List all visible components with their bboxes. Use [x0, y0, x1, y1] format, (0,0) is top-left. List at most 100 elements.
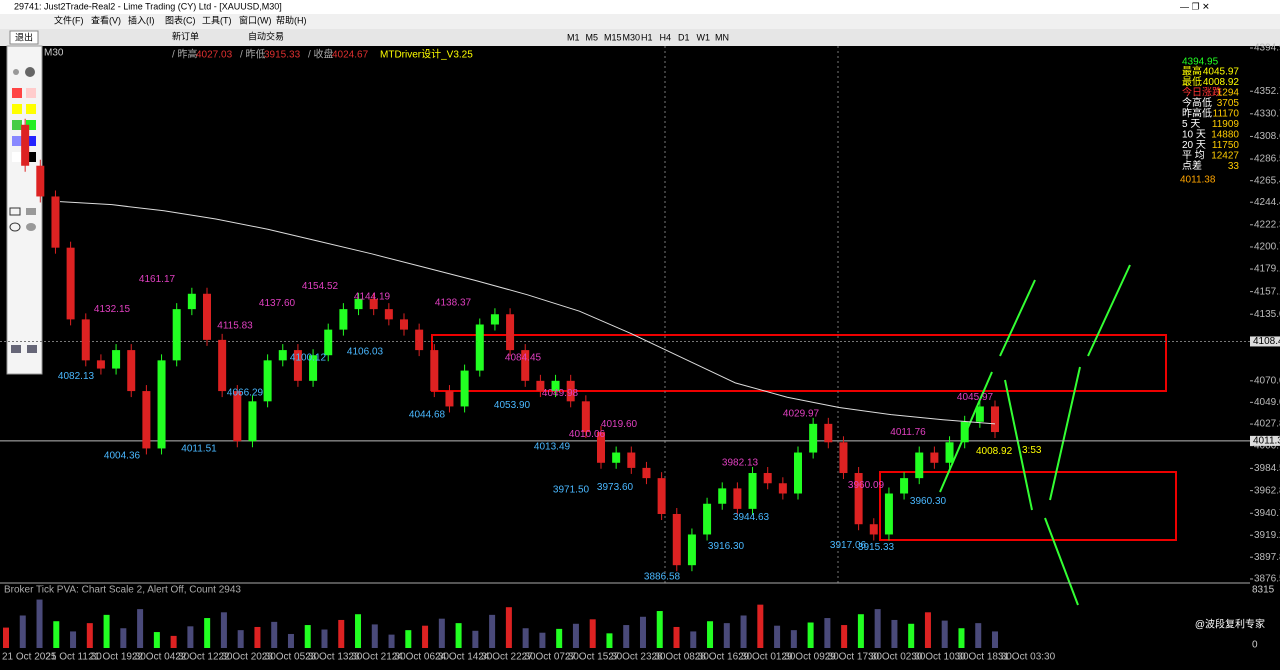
- support-zone: [879, 471, 1177, 541]
- candle: [81, 319, 90, 361]
- y-tick-label: 4179.15: [1254, 264, 1280, 275]
- volume-caption: Broker Tick PVA: Chart Scale 2, Alert Of…: [4, 585, 241, 596]
- candle: [263, 360, 272, 402]
- candle: [839, 442, 848, 474]
- volume-bar: [120, 628, 127, 648]
- menu-item[interactable]: 图表(C): [165, 14, 196, 25]
- volume-bar: [807, 622, 814, 648]
- volume-bar: [556, 628, 563, 648]
- x-tick-label: 22 Oct 20:30: [219, 652, 277, 663]
- candle: [551, 380, 560, 392]
- menu-item[interactable]: 插入(I): [128, 14, 155, 25]
- timeframe[interactable]: W1: [697, 32, 711, 42]
- low-label: 3886.58: [644, 571, 681, 582]
- panel-label: 昨高低: [1182, 107, 1212, 120]
- candle: [778, 483, 787, 494]
- y-tick-label: 4200.70: [1254, 242, 1280, 253]
- volume-bar: [673, 626, 680, 648]
- watermark: @波段复利专家: [1195, 618, 1265, 631]
- volume-bar: [790, 630, 797, 648]
- volume-bar: [589, 619, 596, 648]
- volume-bar: [505, 607, 512, 648]
- candle: [218, 339, 227, 392]
- candle: [869, 524, 878, 535]
- panel-value: 11750: [1212, 140, 1240, 151]
- candle: [354, 298, 363, 310]
- candle: [733, 488, 742, 509]
- candle: [248, 401, 257, 442]
- timeframe[interactable]: M5: [586, 32, 599, 42]
- candle: [900, 478, 909, 494]
- timeframe[interactable]: M30: [623, 32, 641, 42]
- panel-value: 1294: [1217, 88, 1240, 99]
- low-label: 3916.30: [708, 541, 745, 552]
- menu-item[interactable]: 文件(F): [54, 14, 84, 25]
- candle: [612, 452, 621, 463]
- panel-label: 最低: [1182, 75, 1202, 88]
- volume-bar: [53, 621, 60, 648]
- timeframe[interactable]: M15: [604, 32, 622, 42]
- volume-bar: [3, 627, 9, 648]
- volume-bar: [572, 623, 579, 648]
- window-controls[interactable]: — ❐ ✕: [1180, 1, 1210, 11]
- volume-bar: [137, 609, 144, 648]
- volume-bar: [36, 599, 43, 648]
- candle: [960, 421, 969, 443]
- menu-item[interactable]: 窗口(W): [239, 14, 272, 25]
- candle: [36, 165, 45, 197]
- x-tick-label: 30 Oct 18:30: [955, 652, 1013, 663]
- volume-bar: [623, 625, 630, 648]
- timeframe[interactable]: MN: [715, 32, 729, 42]
- x-tick-label: 21 Oct 11:30: [45, 652, 102, 663]
- candle: [112, 350, 121, 369]
- candle: [854, 473, 863, 525]
- panel-value: 33: [1228, 161, 1240, 172]
- y-tick-label: 4049.00: [1254, 397, 1280, 408]
- new-order[interactable]: 新订单: [172, 30, 199, 41]
- volume-bar: [707, 621, 714, 648]
- price-tag: [1250, 435, 1280, 446]
- drawing-tools[interactable]: [6, 45, 43, 375]
- volume-bar: [539, 632, 546, 648]
- auto-trade[interactable]: 自动交易: [248, 30, 284, 41]
- x-tick-label: 28 Oct 16:30: [695, 652, 753, 663]
- volume-bar: [405, 630, 412, 648]
- candle: [703, 503, 712, 535]
- timeframe[interactable]: M1: [567, 32, 580, 42]
- candle: [475, 324, 484, 371]
- volume-bar: [472, 630, 479, 648]
- high-label: 4019.60: [601, 419, 638, 430]
- timeframe[interactable]: D1: [678, 32, 690, 42]
- candle: [400, 319, 408, 330]
- x-tick-label: 22 Oct 12:30: [175, 652, 233, 663]
- volume-bar: [740, 615, 747, 648]
- info-value: 4027.03: [196, 50, 233, 61]
- candle: [445, 391, 454, 407]
- candle: [718, 488, 727, 504]
- volume-bar: [187, 626, 194, 648]
- x-tick-label: 27 Oct 07:30: [522, 652, 580, 663]
- panel-label: 今高低: [1182, 96, 1212, 109]
- low-label: 3960.30: [910, 496, 947, 507]
- current-price: 4008.92: [976, 446, 1013, 457]
- menu-item[interactable]: 帮助(H): [276, 14, 307, 25]
- candle: [233, 391, 242, 442]
- menu-item[interactable]: 工具(T): [202, 15, 232, 25]
- low-label: 3917.06: [830, 540, 867, 551]
- panel-price: 4011.38: [1180, 175, 1216, 186]
- volume-bar: [857, 614, 864, 648]
- timeframe[interactable]: H4: [660, 32, 672, 42]
- volume-bar: [70, 631, 77, 648]
- timeframe[interactable]: H1: [641, 32, 653, 42]
- candle: [278, 350, 287, 361]
- price-tag: [1250, 336, 1280, 347]
- volume-bar: [237, 630, 244, 648]
- x-tick-label: 29 Oct 17:30: [825, 652, 883, 663]
- high-label: 4010.06: [569, 429, 606, 440]
- high-label: 4029.97: [783, 408, 820, 419]
- volume-bar: [455, 623, 462, 648]
- exit-button[interactable]: [9, 30, 39, 45]
- volume-min: 0: [1252, 640, 1258, 651]
- candle: [51, 196, 60, 248]
- menu-item[interactable]: 查看(V): [91, 14, 121, 25]
